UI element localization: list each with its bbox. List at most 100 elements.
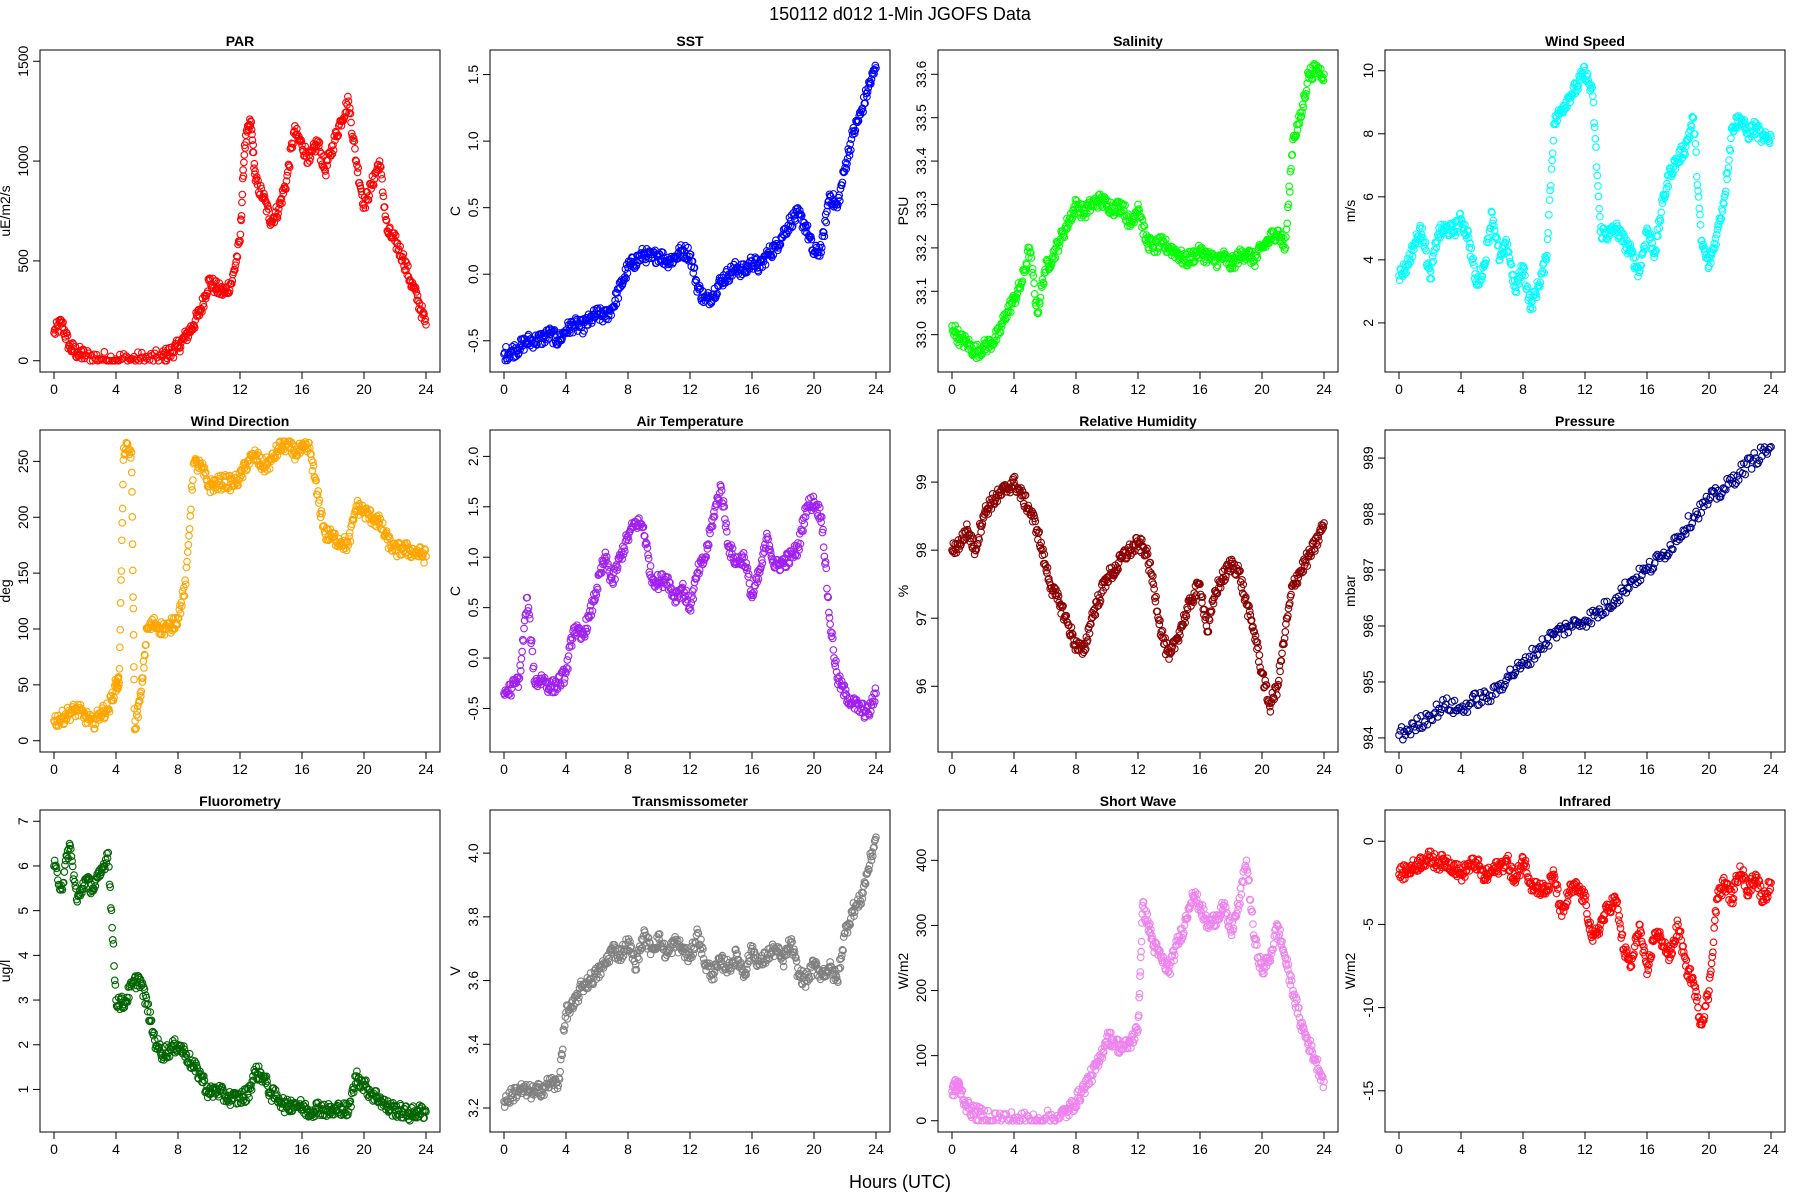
data-point (1727, 134, 1735, 143)
data-point (125, 450, 134, 459)
data-point (413, 291, 422, 300)
y-axis-label: C (447, 586, 463, 596)
data-point (421, 315, 430, 324)
data-point (679, 245, 687, 254)
data-point (528, 647, 537, 656)
data-point (315, 138, 324, 147)
y-tick-label: 200 (15, 505, 31, 529)
data-point (1283, 203, 1292, 212)
data-point (274, 209, 282, 218)
x-tick-label: 0 (1395, 761, 1403, 777)
panel-title: Wind Speed (1545, 33, 1625, 49)
data-point (1470, 261, 1478, 269)
data-point (412, 288, 421, 296)
data-point (1467, 244, 1476, 252)
data-point (147, 349, 155, 358)
x-tick-label: 8 (174, 381, 182, 397)
data-point (1542, 256, 1551, 264)
data-point (108, 688, 116, 697)
data-point (129, 604, 138, 613)
data-point (1288, 150, 1297, 159)
data-point (807, 235, 816, 244)
data-point (128, 513, 137, 521)
data-point (136, 689, 145, 697)
data-point (518, 647, 526, 656)
data-point (99, 701, 107, 710)
x-tick-label: 4 (1010, 761, 1018, 777)
data-point (1484, 238, 1493, 247)
data-point (1657, 208, 1666, 217)
data-point (140, 664, 148, 672)
data-point (129, 663, 138, 671)
y-tick-label: 1.0 (465, 547, 481, 567)
data-point (695, 281, 704, 290)
data-point (1506, 259, 1515, 268)
data-point (691, 275, 700, 284)
data-point (1511, 287, 1520, 296)
data-point (247, 125, 256, 134)
data-point (1213, 261, 1222, 270)
y-tick-label: 989 (1360, 446, 1376, 470)
x-tick-label: 4 (112, 1141, 120, 1157)
data-point (313, 141, 321, 149)
data-point (152, 346, 160, 355)
y-tick-label: 985 (1360, 670, 1376, 694)
data-point (1278, 237, 1286, 245)
y-tick-label: 6 (1360, 193, 1376, 201)
x-tick-label: 16 (1192, 761, 1208, 777)
data-point (248, 130, 256, 139)
data-point (130, 675, 138, 684)
data-point (115, 664, 124, 673)
data-point (189, 325, 197, 334)
plot-frame (39, 49, 441, 373)
y-tick-label: 4 (15, 951, 31, 959)
data-point (778, 233, 787, 242)
data-point (189, 476, 197, 485)
data-point (1039, 280, 1048, 288)
data-point (276, 200, 284, 209)
data-point (1566, 93, 1575, 102)
data-point (396, 242, 405, 251)
data-point (1282, 233, 1290, 241)
data-point (846, 146, 855, 154)
data-point (292, 124, 301, 133)
y-axis-label: ug/l (0, 960, 13, 983)
data-point (139, 674, 147, 682)
data-point (238, 466, 246, 475)
data-point (116, 625, 125, 634)
y-axis-label: % (895, 585, 911, 597)
y-tick-label: 10 (1360, 63, 1376, 79)
y-tick-label: 150 (15, 561, 31, 585)
data-point (318, 509, 326, 518)
data-point (1717, 214, 1726, 223)
data-point (1690, 130, 1699, 139)
data-point (391, 231, 400, 240)
data-point (1130, 218, 1138, 227)
data-point (1689, 113, 1697, 122)
data-point (190, 323, 199, 332)
panel-title: Wind Direction (191, 413, 290, 429)
data-point (109, 939, 118, 948)
y-tick-label: 0 (15, 357, 31, 365)
data-point (297, 136, 306, 145)
data-point (261, 198, 270, 206)
y-tick-label: -0.5 (465, 328, 481, 352)
data-point (346, 109, 355, 118)
data-point (563, 656, 572, 664)
data-point (1503, 240, 1512, 248)
x-tick-label: 20 (356, 1141, 372, 1157)
data-point (347, 129, 356, 138)
x-tick-label: 12 (682, 381, 698, 397)
data-point (370, 521, 379, 529)
data-point (238, 198, 246, 207)
data-point (1025, 244, 1034, 252)
data-point (1478, 272, 1487, 281)
data-point (1512, 288, 1521, 297)
data-point (1494, 241, 1503, 250)
y-axis-label: m/s (1342, 200, 1358, 223)
y-axis-label: mbar (1342, 575, 1358, 607)
data-point (1543, 235, 1552, 244)
x-tick-label: 8 (1519, 761, 1527, 777)
data-point (1302, 89, 1310, 98)
